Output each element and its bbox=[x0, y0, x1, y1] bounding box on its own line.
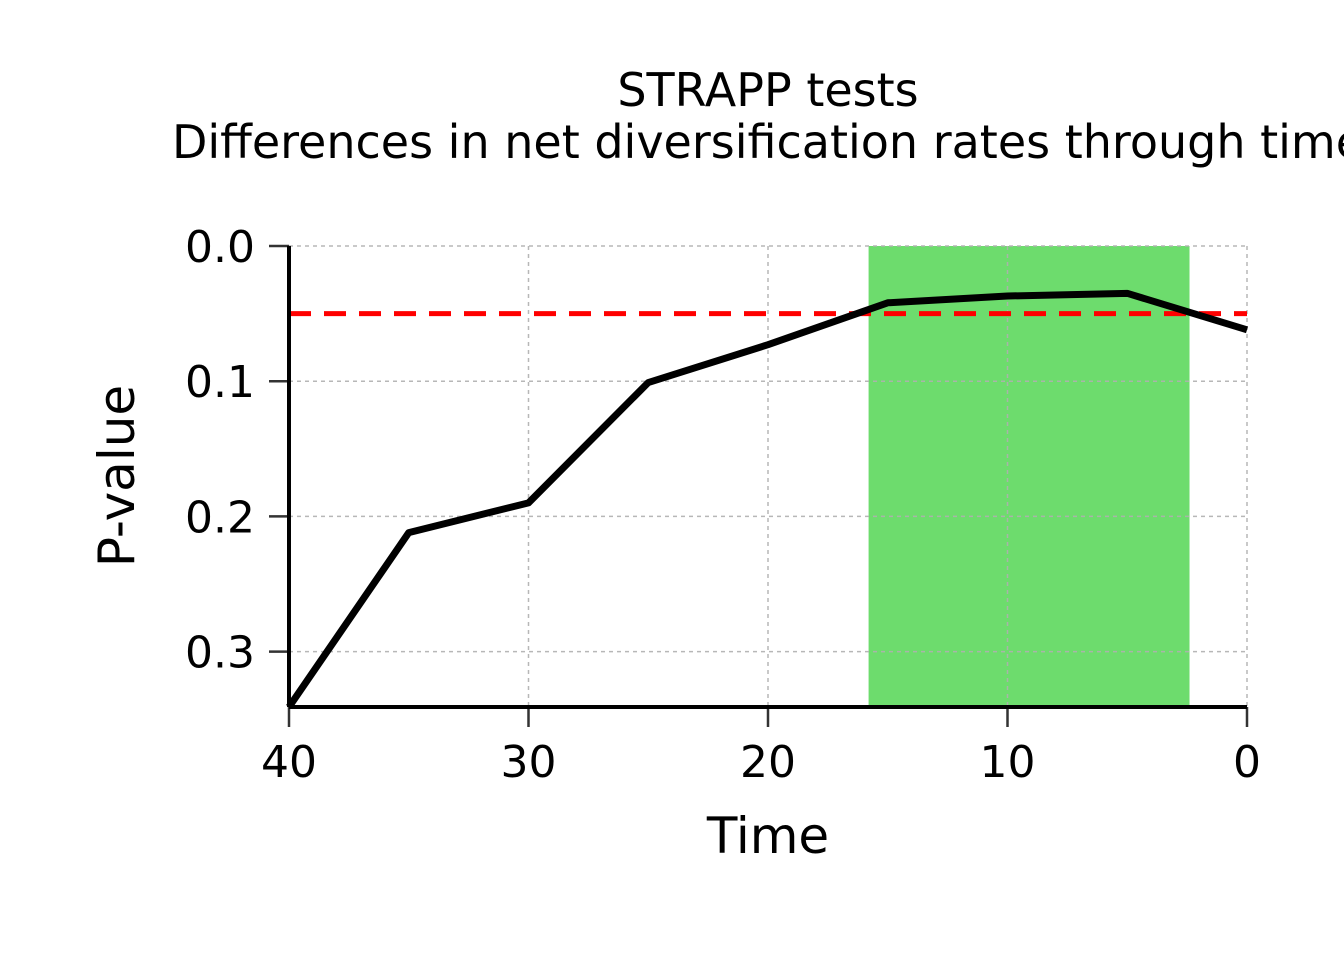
y-axis-label: P-value bbox=[88, 385, 146, 567]
chart-title: STRAPP tests bbox=[617, 63, 918, 117]
highlight-span bbox=[868, 246, 1190, 707]
x-tick-label: 20 bbox=[740, 737, 796, 788]
y-tick-label: 0.1 bbox=[185, 357, 255, 408]
x-tick-label: 40 bbox=[261, 737, 317, 788]
x-tick-label: 10 bbox=[980, 737, 1036, 788]
y-tick-label: 0.3 bbox=[185, 628, 255, 679]
x-axis-label: Time bbox=[706, 807, 829, 865]
x-tick-label: 0 bbox=[1233, 737, 1261, 788]
data-line bbox=[286, 289, 1249, 709]
chart-subtitle: Differences in net diversification rates… bbox=[172, 115, 1344, 169]
y-tick-label: 0.0 bbox=[185, 222, 255, 273]
x-tick-label: 30 bbox=[501, 737, 557, 788]
y-tick-label: 0.2 bbox=[185, 492, 255, 543]
